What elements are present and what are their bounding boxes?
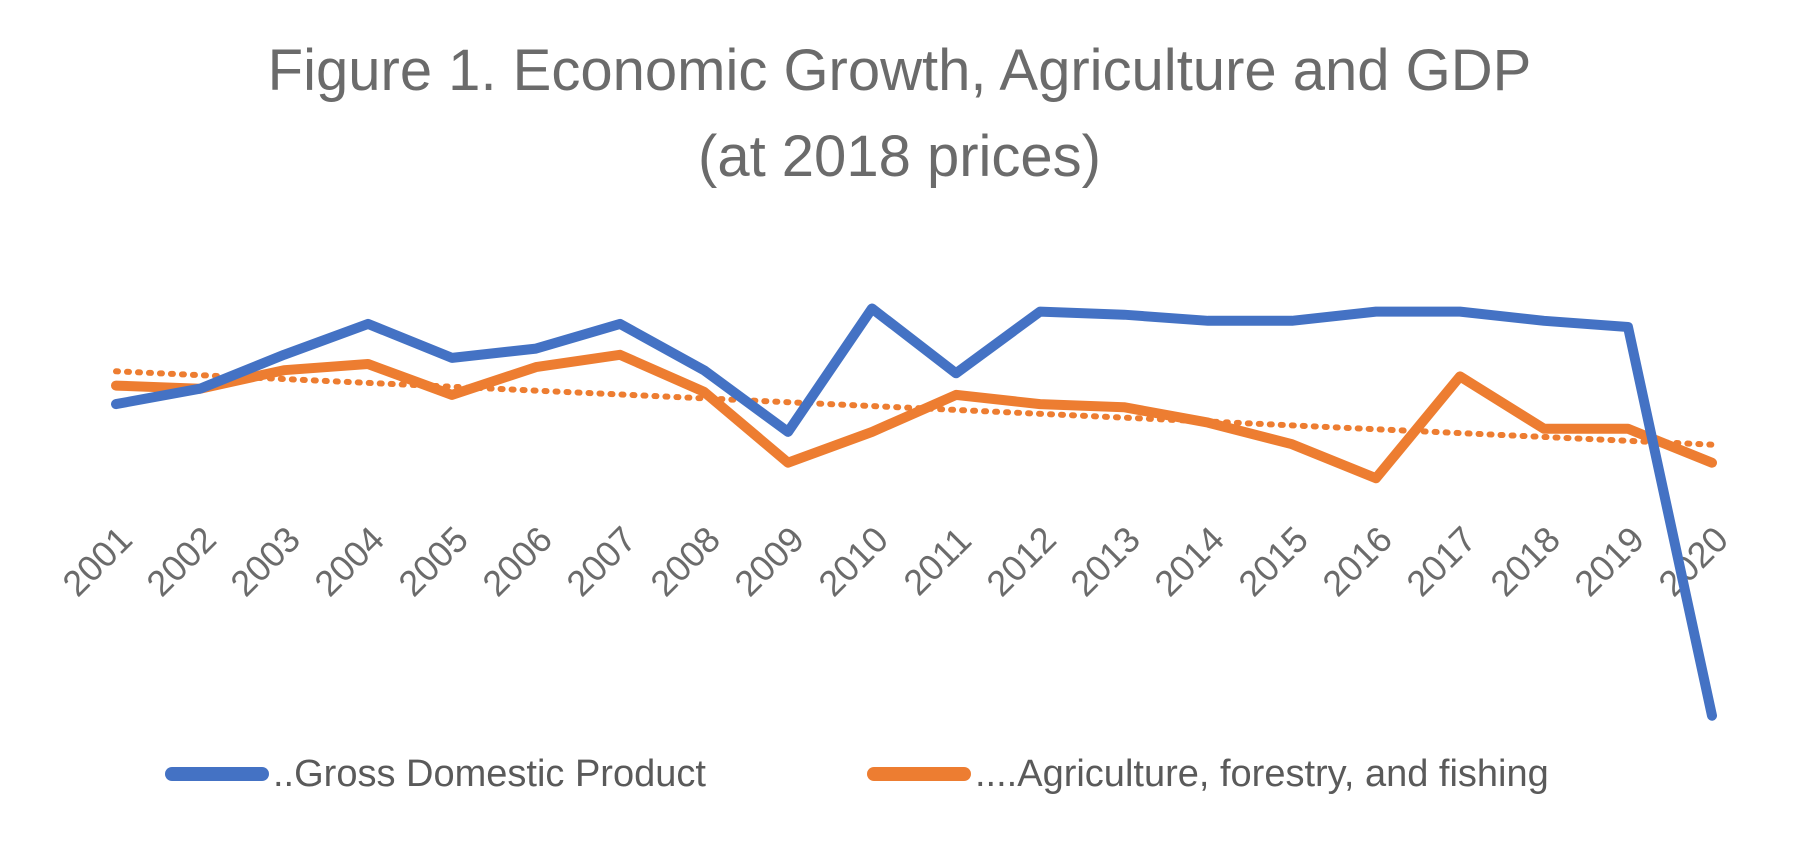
series-line-0 [111,303,1717,721]
x-tick-label: 2004 [306,518,392,604]
series-line-1 [111,349,1717,484]
x-tick-label: 2013 [1062,518,1148,604]
legend-item-agriculture: ....Agriculture, forestry, and fishing [867,744,1549,804]
x-tick-label: 2001 [54,518,140,604]
x-tick-label: 2011 [895,519,979,603]
legend-item-gdp: ..Gross Domestic Product [165,744,706,804]
legend: ..Gross Domestic Product ....Agriculture… [0,744,1799,804]
chart-title: Figure 1. Economic Growth, Agriculture a… [267,38,1532,103]
x-tick-label: 2005 [390,518,476,604]
x-tick-label: 2007 [558,518,644,604]
x-tick-label: 2016 [1314,518,1400,604]
legend-label-gdp: ..Gross Domestic Product [273,752,706,795]
x-tick-label: 2002 [138,518,224,604]
chart-subtitle: (at 2018 prices) [698,124,1101,189]
x-tick-label: 2012 [978,518,1064,604]
x-tick-label: 2020 [1650,518,1736,604]
x-tick-label: 2006 [474,518,560,604]
trendline-series-1 [113,368,1715,448]
legend-swatch-agriculture [867,767,971,781]
x-tick-label: 2017 [1398,518,1484,604]
legend-swatch-gdp [165,767,269,781]
x-tick-label: 2008 [642,518,728,604]
x-tick-label: 2009 [726,518,812,604]
x-tick-label: 2015 [1230,518,1316,604]
x-tick-label: 2010 [810,518,896,604]
x-tick-label: 2019 [1566,518,1652,604]
legend-label-agriculture: ....Agriculture, forestry, and fishing [975,752,1549,795]
x-tick-label: 2018 [1482,518,1568,604]
x-tick-label: 2014 [1146,518,1232,604]
x-tick-label: 2003 [222,518,308,604]
